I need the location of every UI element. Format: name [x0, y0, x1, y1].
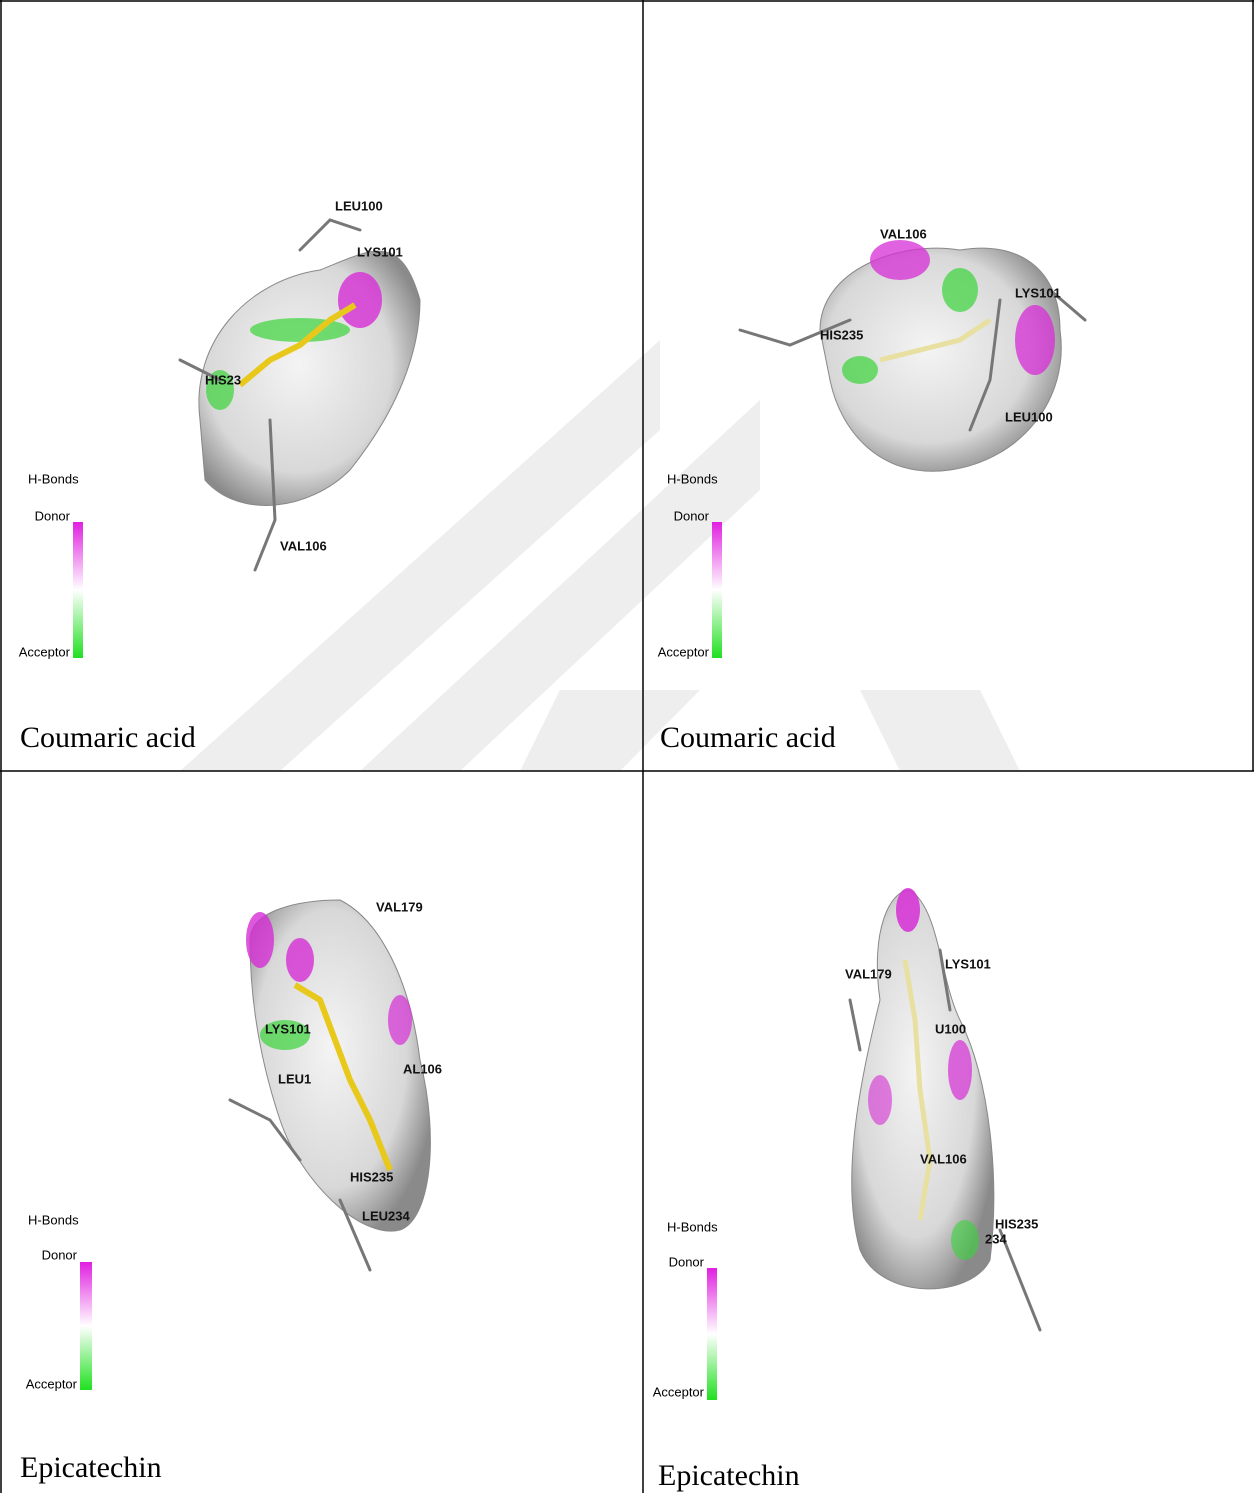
caption: Epicatechin [20, 1451, 162, 1484]
residue-label: HIS235 [350, 1169, 393, 1184]
legend-acceptor: Acceptor [653, 1384, 705, 1399]
caption: Epicatechin [658, 1459, 800, 1492]
residue-label: 234 [985, 1231, 1007, 1246]
legend-title: H-Bonds [667, 1219, 718, 1234]
residue-label: LEU100 [335, 198, 383, 213]
residue-label: VAL106 [880, 226, 927, 241]
residue-label: LEU100 [1005, 409, 1053, 424]
residue-label: VAL179 [376, 899, 423, 914]
residue-label: VAL106 [280, 538, 327, 553]
molecule-4 [850, 888, 1040, 1330]
legend-title: H-Bonds [28, 1212, 79, 1227]
legend-donor: Donor [42, 1247, 78, 1262]
legend-donor: Donor [35, 508, 71, 523]
legend-title: H-Bonds [28, 471, 79, 486]
legend-gradient [73, 522, 83, 658]
legend-acceptor: Acceptor [26, 1376, 78, 1391]
residue-label: HIS235 [820, 327, 863, 342]
legend-donor: Donor [674, 508, 710, 523]
residue-label: LEU234 [362, 1208, 410, 1223]
residue-label: VAL179 [845, 966, 892, 981]
residue-label: LYS101 [945, 956, 991, 971]
residue-label: AL106 [403, 1061, 442, 1076]
legend-acceptor: Acceptor [658, 644, 710, 659]
caption: Coumaric acid [20, 721, 196, 754]
residue-label: HIS235 [995, 1216, 1038, 1231]
legend-donor: Donor [669, 1254, 705, 1269]
legend-gradient [712, 522, 722, 658]
residue-label: U100 [935, 1021, 966, 1036]
legend-title: H-Bonds [667, 471, 718, 486]
residue-label: HIS23 [205, 372, 241, 387]
legend-gradient [80, 1262, 92, 1390]
residue-label: LEU1 [278, 1071, 311, 1086]
residue-label: LYS101 [265, 1021, 311, 1036]
residue-label: LYS101 [357, 244, 403, 259]
molecule-1 [180, 220, 420, 570]
legend-gradient [707, 1268, 717, 1400]
residue-label: LYS101 [1015, 285, 1061, 300]
residue-label: VAL106 [920, 1151, 967, 1166]
figure-table: H-Bonds Donor Acceptor LEU100 LYS101 HIS23 VAL… [0, 0, 1254, 1493]
caption: Coumaric acid [660, 721, 836, 754]
legend-acceptor: Acceptor [19, 644, 71, 659]
molecule-2 [740, 240, 1085, 471]
